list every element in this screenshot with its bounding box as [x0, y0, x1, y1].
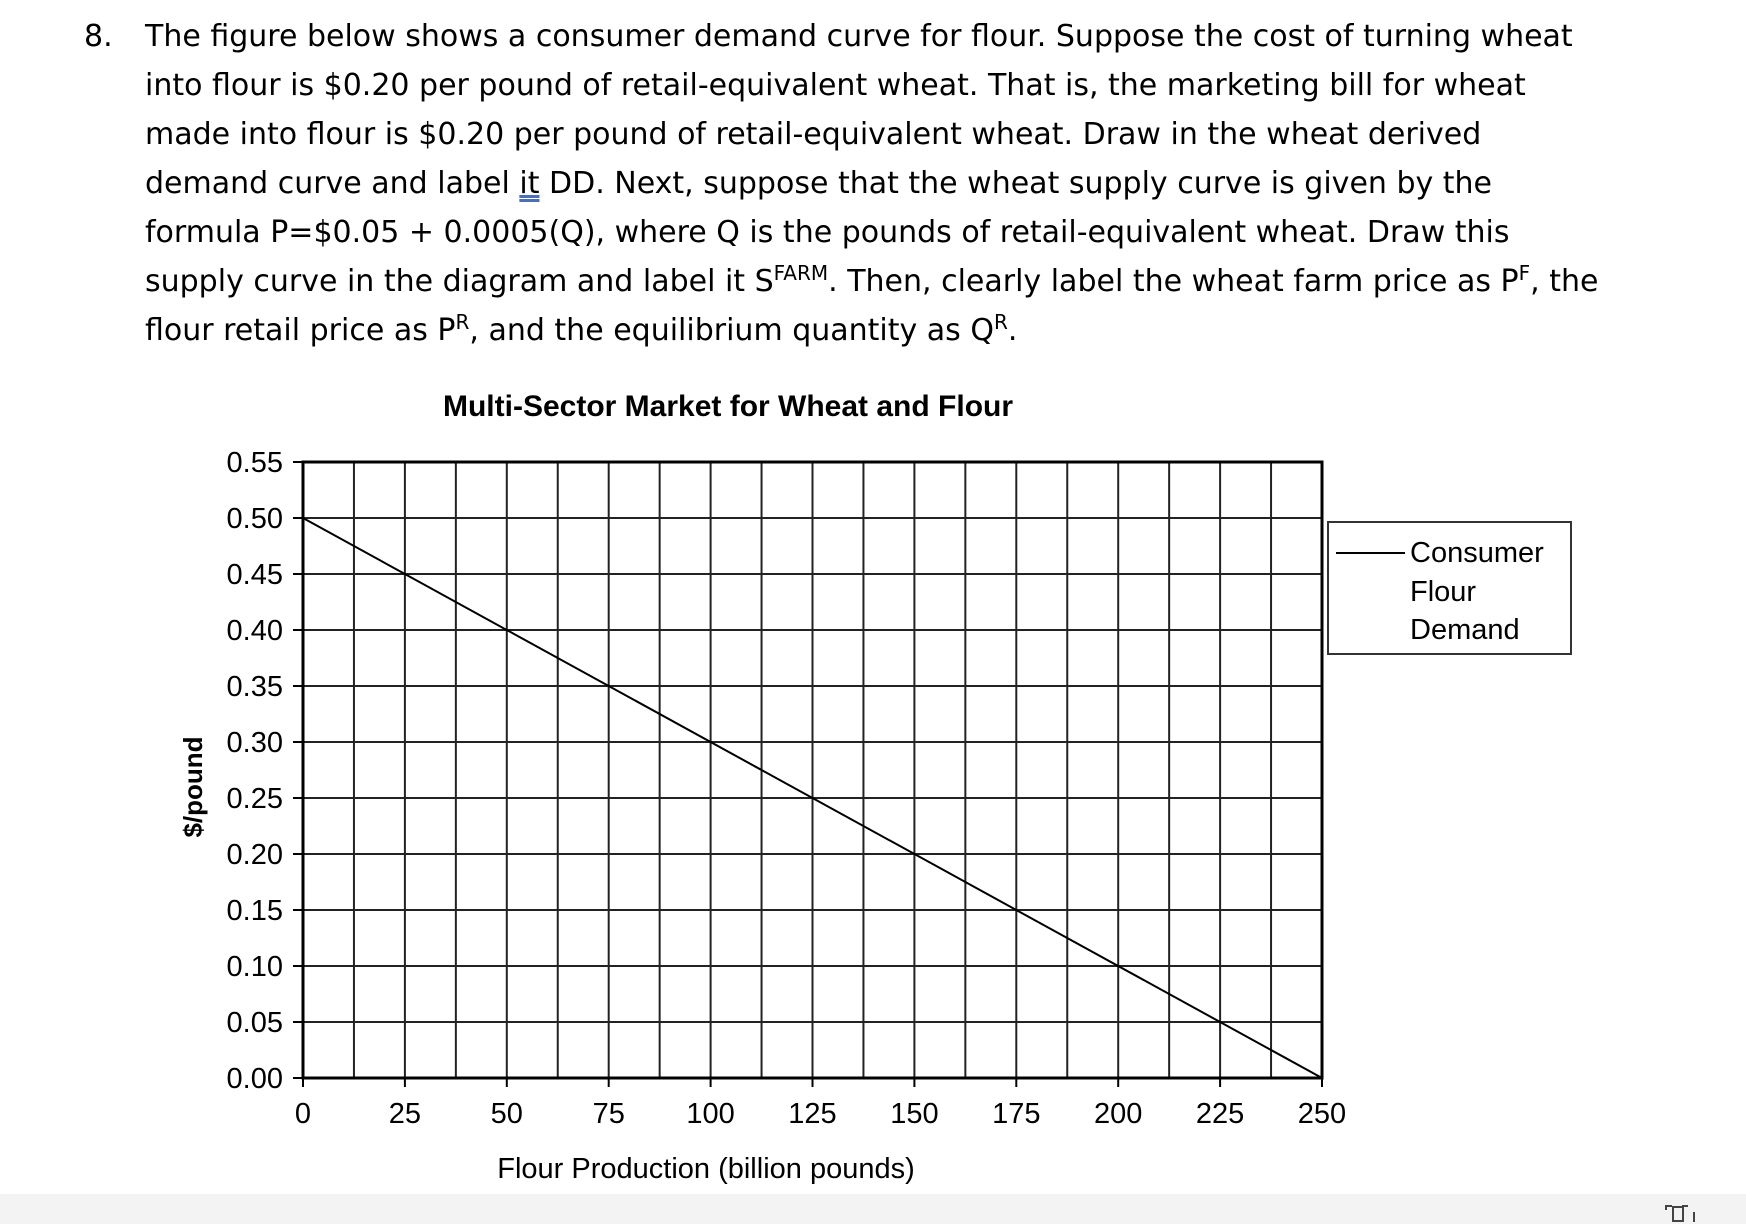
legend-label: Flour [1410, 576, 1476, 608]
question-number: 8. [84, 19, 113, 54]
x-tick-label: 175 [992, 1098, 1040, 1130]
question-fragment: , the [1530, 264, 1599, 299]
superscript-r: R [993, 310, 1008, 334]
y-tick-label: 0.30 [227, 727, 283, 759]
question-fragment: , and the equilibrium quantity as Q [469, 313, 994, 348]
axes: 0.00 0.05 0.10 0.15 0.20 0.25 0.30 0.35 0.40 0.45… [227, 447, 1347, 1130]
superscript-r: R [455, 310, 470, 334]
superscript-f: F [1518, 261, 1531, 285]
question-line: demand curve and label it DD. Next, supp… [145, 159, 1685, 208]
question-fragment: DD. Next, suppose that the wheat supply … [539, 166, 1493, 201]
y-axis-label: $/pound [178, 736, 208, 837]
question-body: The figure below shows a consumer demand… [145, 12, 1685, 355]
y-tick-label: 0.15 [227, 895, 283, 927]
x-tick-label: 25 [389, 1098, 421, 1130]
question-fragment: . Then, clearly label the wheat farm pri… [828, 264, 1519, 299]
x-tick-label: 225 [1196, 1098, 1244, 1130]
y-tick-label: 0.45 [227, 559, 283, 591]
status-bar [0, 1194, 1746, 1224]
superscript-farm: FARM [773, 261, 829, 285]
paste-options-icon[interactable] [1664, 1204, 1700, 1224]
x-tick-label: 100 [686, 1098, 734, 1130]
question-fragment: flour retail price as P [145, 313, 456, 348]
question-line: flour retail price as PR, and the equili… [145, 306, 1685, 355]
y-tick-label: 0.00 [227, 1063, 283, 1095]
x-tick-label: 200 [1094, 1098, 1142, 1130]
x-tick-label: 125 [788, 1098, 836, 1130]
question-line: The figure below shows a consumer demand… [145, 19, 1573, 54]
y-tick-label: 0.55 [227, 447, 283, 479]
question-line: made into flour is $0.20 per pound of re… [145, 117, 1482, 152]
question-line: supply curve in the diagram and label it… [145, 257, 1685, 306]
y-tick-label: 0.35 [227, 671, 283, 703]
x-tick-label: 50 [491, 1098, 523, 1130]
x-tick-label: 75 [593, 1098, 625, 1130]
x-tick-label: 150 [890, 1098, 938, 1130]
question-fragment: . [1007, 313, 1018, 348]
demand-line [302, 517, 1323, 1079]
y-tick-label: 0.40 [227, 615, 283, 647]
question-line: formula P=$0.05 + 0.0005(Q), where Q is … [145, 215, 1510, 250]
legend: Consumer Flour Demand [1327, 521, 1572, 655]
chart-title: Multi-Sector Market for Wheat and Flour [443, 390, 1013, 423]
legend-label: Demand [1410, 614, 1520, 646]
legend-box [1327, 521, 1572, 655]
question-fragment: supply curve in the diagram and label it… [145, 264, 774, 299]
y-tick-label: 0.20 [227, 839, 283, 871]
y-tick-label: 0.05 [227, 1007, 283, 1039]
x-axis-label: Flour Production (billion pounds) [497, 1153, 915, 1185]
question-fragment: demand curve and label [145, 166, 520, 201]
legend-label: Consumer [1410, 537, 1544, 569]
y-tick-label: 0.10 [227, 951, 283, 983]
y-tick-label: 0.50 [227, 503, 283, 535]
spellcheck-underlined-word: it [519, 166, 540, 201]
y-tick-label: 0.25 [227, 783, 283, 815]
grid [303, 462, 1322, 1078]
series [302, 517, 1323, 1079]
x-tick-label: 250 [1298, 1098, 1346, 1130]
x-tick-label: 0 [295, 1098, 311, 1130]
question-line: into flour is $0.20 per pound of retail-… [145, 68, 1526, 103]
